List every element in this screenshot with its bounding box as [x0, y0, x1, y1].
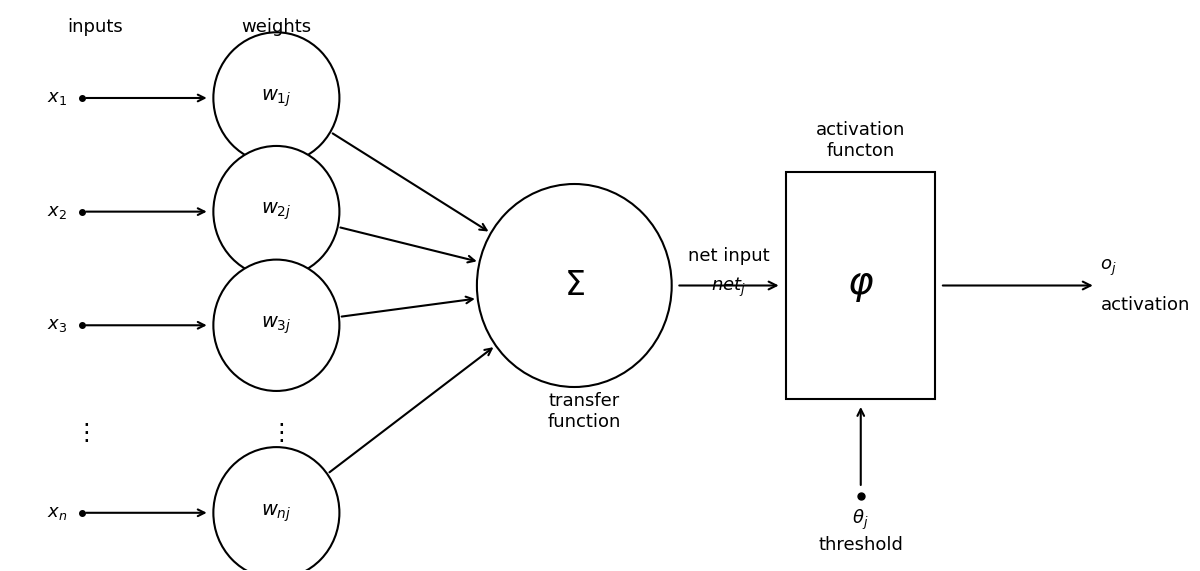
- Text: transfer
function: transfer function: [547, 392, 620, 431]
- Text: $\theta_j$: $\theta_j$: [852, 508, 869, 532]
- Text: $x_3$: $x_3$: [47, 316, 67, 334]
- Text: weights: weights: [241, 18, 312, 37]
- Circle shape: [214, 260, 340, 391]
- Text: $\Sigma$: $\Sigma$: [564, 270, 584, 301]
- Text: $\mathit{net_j}$: $\mathit{net_j}$: [712, 276, 746, 299]
- Circle shape: [214, 146, 340, 278]
- Circle shape: [214, 447, 340, 571]
- Text: threshold: threshold: [818, 536, 904, 553]
- Text: $\vdots$: $\vdots$: [74, 421, 89, 445]
- Text: activation
functon: activation functon: [816, 121, 906, 160]
- Text: $w_{2j}$: $w_{2j}$: [262, 201, 292, 222]
- Text: $w_{3j}$: $w_{3j}$: [262, 315, 292, 336]
- Text: $x_1$: $x_1$: [47, 89, 67, 107]
- Text: $w_{1j}$: $w_{1j}$: [262, 87, 292, 108]
- Circle shape: [214, 33, 340, 164]
- Text: $w_{nj}$: $w_{nj}$: [262, 502, 292, 524]
- Text: $x_n$: $x_n$: [47, 504, 67, 522]
- Text: net input: net input: [688, 247, 769, 264]
- Circle shape: [476, 184, 672, 387]
- Text: inputs: inputs: [67, 18, 124, 37]
- Text: $o_j$: $o_j$: [1100, 258, 1117, 278]
- Text: $\varphi$: $\varphi$: [847, 267, 875, 304]
- Text: activation: activation: [1100, 296, 1189, 315]
- Text: $x_2$: $x_2$: [48, 203, 67, 220]
- Text: $\vdots$: $\vdots$: [269, 421, 284, 445]
- Bar: [786, 172, 935, 399]
